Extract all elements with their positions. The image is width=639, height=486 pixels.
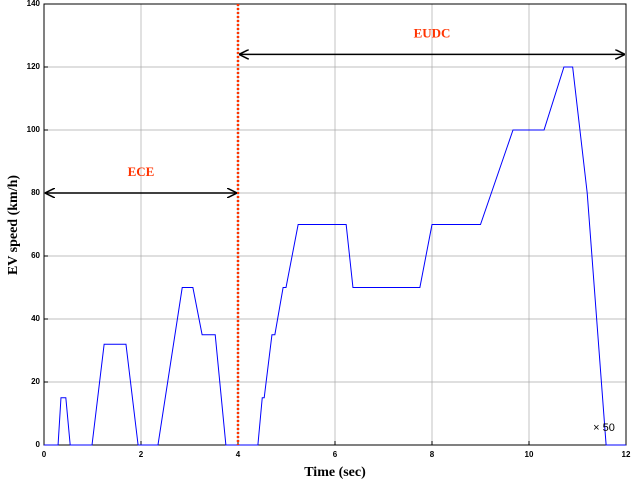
y-tick-label: 140 [27,0,41,8]
x-tick-label: 12 [622,450,631,459]
y-axis-label: EV speed (km/h) [6,175,21,275]
x-tick-label: 8 [430,450,435,459]
x-tick-label: 4 [236,450,241,459]
y-tick-label: 40 [31,314,40,323]
plot-frame [43,3,627,446]
annotation-label: ECE [128,164,155,179]
x-multiplier-label: × 50 [593,422,615,434]
x-axis-label: Time (sec) [304,465,366,480]
y-tick-label: 120 [27,62,41,71]
y-tick-label: 100 [27,125,41,134]
x-tick-label: 2 [139,450,144,459]
y-tick-label: 60 [31,251,40,260]
y-tick-label: 20 [31,377,40,386]
x-tick-label: 6 [333,450,338,459]
x-tick-label: 0 [42,450,47,459]
y-tick-label: 0 [36,440,41,449]
data-line [44,66,626,446]
annotation-label: EUDC [414,25,451,40]
y-tick-label: 80 [31,188,40,197]
x-tick-label: 10 [525,450,534,459]
